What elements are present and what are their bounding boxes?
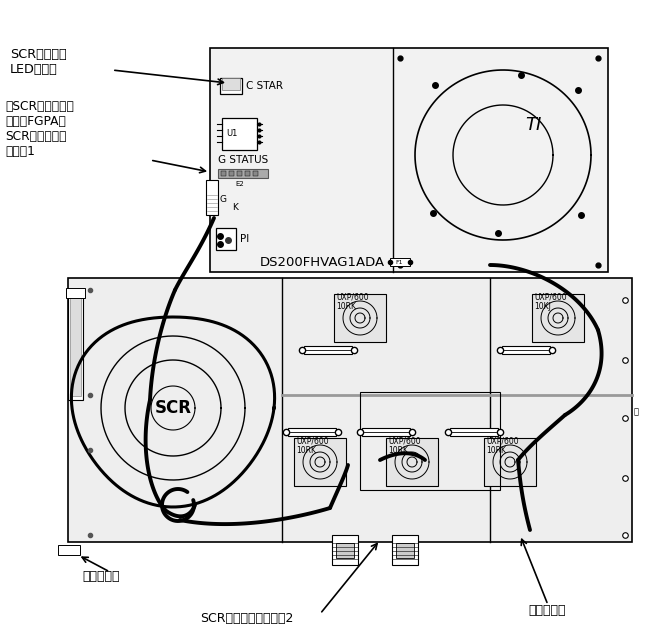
Bar — [502, 346, 550, 354]
Bar — [68, 278, 632, 542]
Bar — [229, 171, 234, 176]
Bar — [294, 438, 346, 486]
Text: UXP/600
10RK: UXP/600 10RK — [388, 436, 421, 455]
Text: C STAR: C STAR — [246, 81, 283, 91]
Bar — [450, 428, 498, 436]
Bar — [304, 346, 352, 354]
Text: DS200FHVAG1ADA: DS200FHVAG1ADA — [260, 257, 385, 269]
Text: TI: TI — [525, 116, 541, 134]
Bar — [68, 290, 83, 400]
Text: 卝: 卝 — [634, 408, 639, 416]
Bar — [484, 438, 536, 486]
Text: SCR导通时，
LED状态灯: SCR导通时， LED状态灯 — [10, 48, 67, 76]
Bar — [362, 428, 410, 436]
Text: 将SCR关断的信息
反馈到FGPA板
SCR阳极对应的
冷却板1: 将SCR关断的信息 反馈到FGPA板 SCR阳极对应的 冷却板1 — [5, 100, 74, 158]
Bar — [253, 171, 258, 176]
Text: E2: E2 — [236, 181, 244, 187]
Bar — [222, 118, 257, 150]
Bar — [66, 288, 85, 298]
Text: 冷却水管道: 冷却水管道 — [82, 571, 119, 584]
Bar — [386, 438, 438, 486]
Text: PI: PI — [240, 234, 249, 244]
Text: F1: F1 — [395, 260, 402, 265]
Bar — [58, 545, 80, 555]
Bar — [222, 78, 240, 90]
Bar — [332, 535, 358, 565]
Text: UXP/600
10RK: UXP/600 10RK — [296, 436, 329, 455]
Bar — [70, 296, 81, 396]
Bar — [396, 543, 414, 558]
Bar — [206, 180, 218, 215]
Text: 缓冲电容器: 缓冲电容器 — [528, 603, 566, 616]
Bar — [288, 428, 336, 436]
Bar — [245, 171, 250, 176]
Bar — [221, 171, 226, 176]
Text: G: G — [220, 196, 227, 204]
Bar — [360, 392, 500, 490]
Text: U1: U1 — [226, 130, 237, 138]
Bar — [336, 543, 354, 558]
Bar — [210, 48, 608, 272]
Text: G STATUS: G STATUS — [218, 155, 268, 165]
Text: SCR阴极对应的冷却板2: SCR阴极对应的冷却板2 — [200, 611, 294, 625]
Bar — [532, 294, 584, 342]
Text: UXP/600
10RK: UXP/600 10RK — [486, 436, 518, 455]
Bar — [220, 78, 242, 94]
Bar — [237, 171, 242, 176]
Bar — [390, 258, 410, 266]
Text: SCR: SCR — [154, 399, 192, 417]
Text: K: K — [232, 204, 238, 213]
Text: UXP/600
10KJ: UXP/600 10KJ — [534, 292, 566, 311]
Bar — [334, 294, 386, 342]
Bar — [218, 169, 268, 178]
Text: UXP/600
10RK: UXP/600 10RK — [336, 292, 369, 311]
Bar — [216, 228, 236, 250]
Bar — [392, 535, 418, 565]
